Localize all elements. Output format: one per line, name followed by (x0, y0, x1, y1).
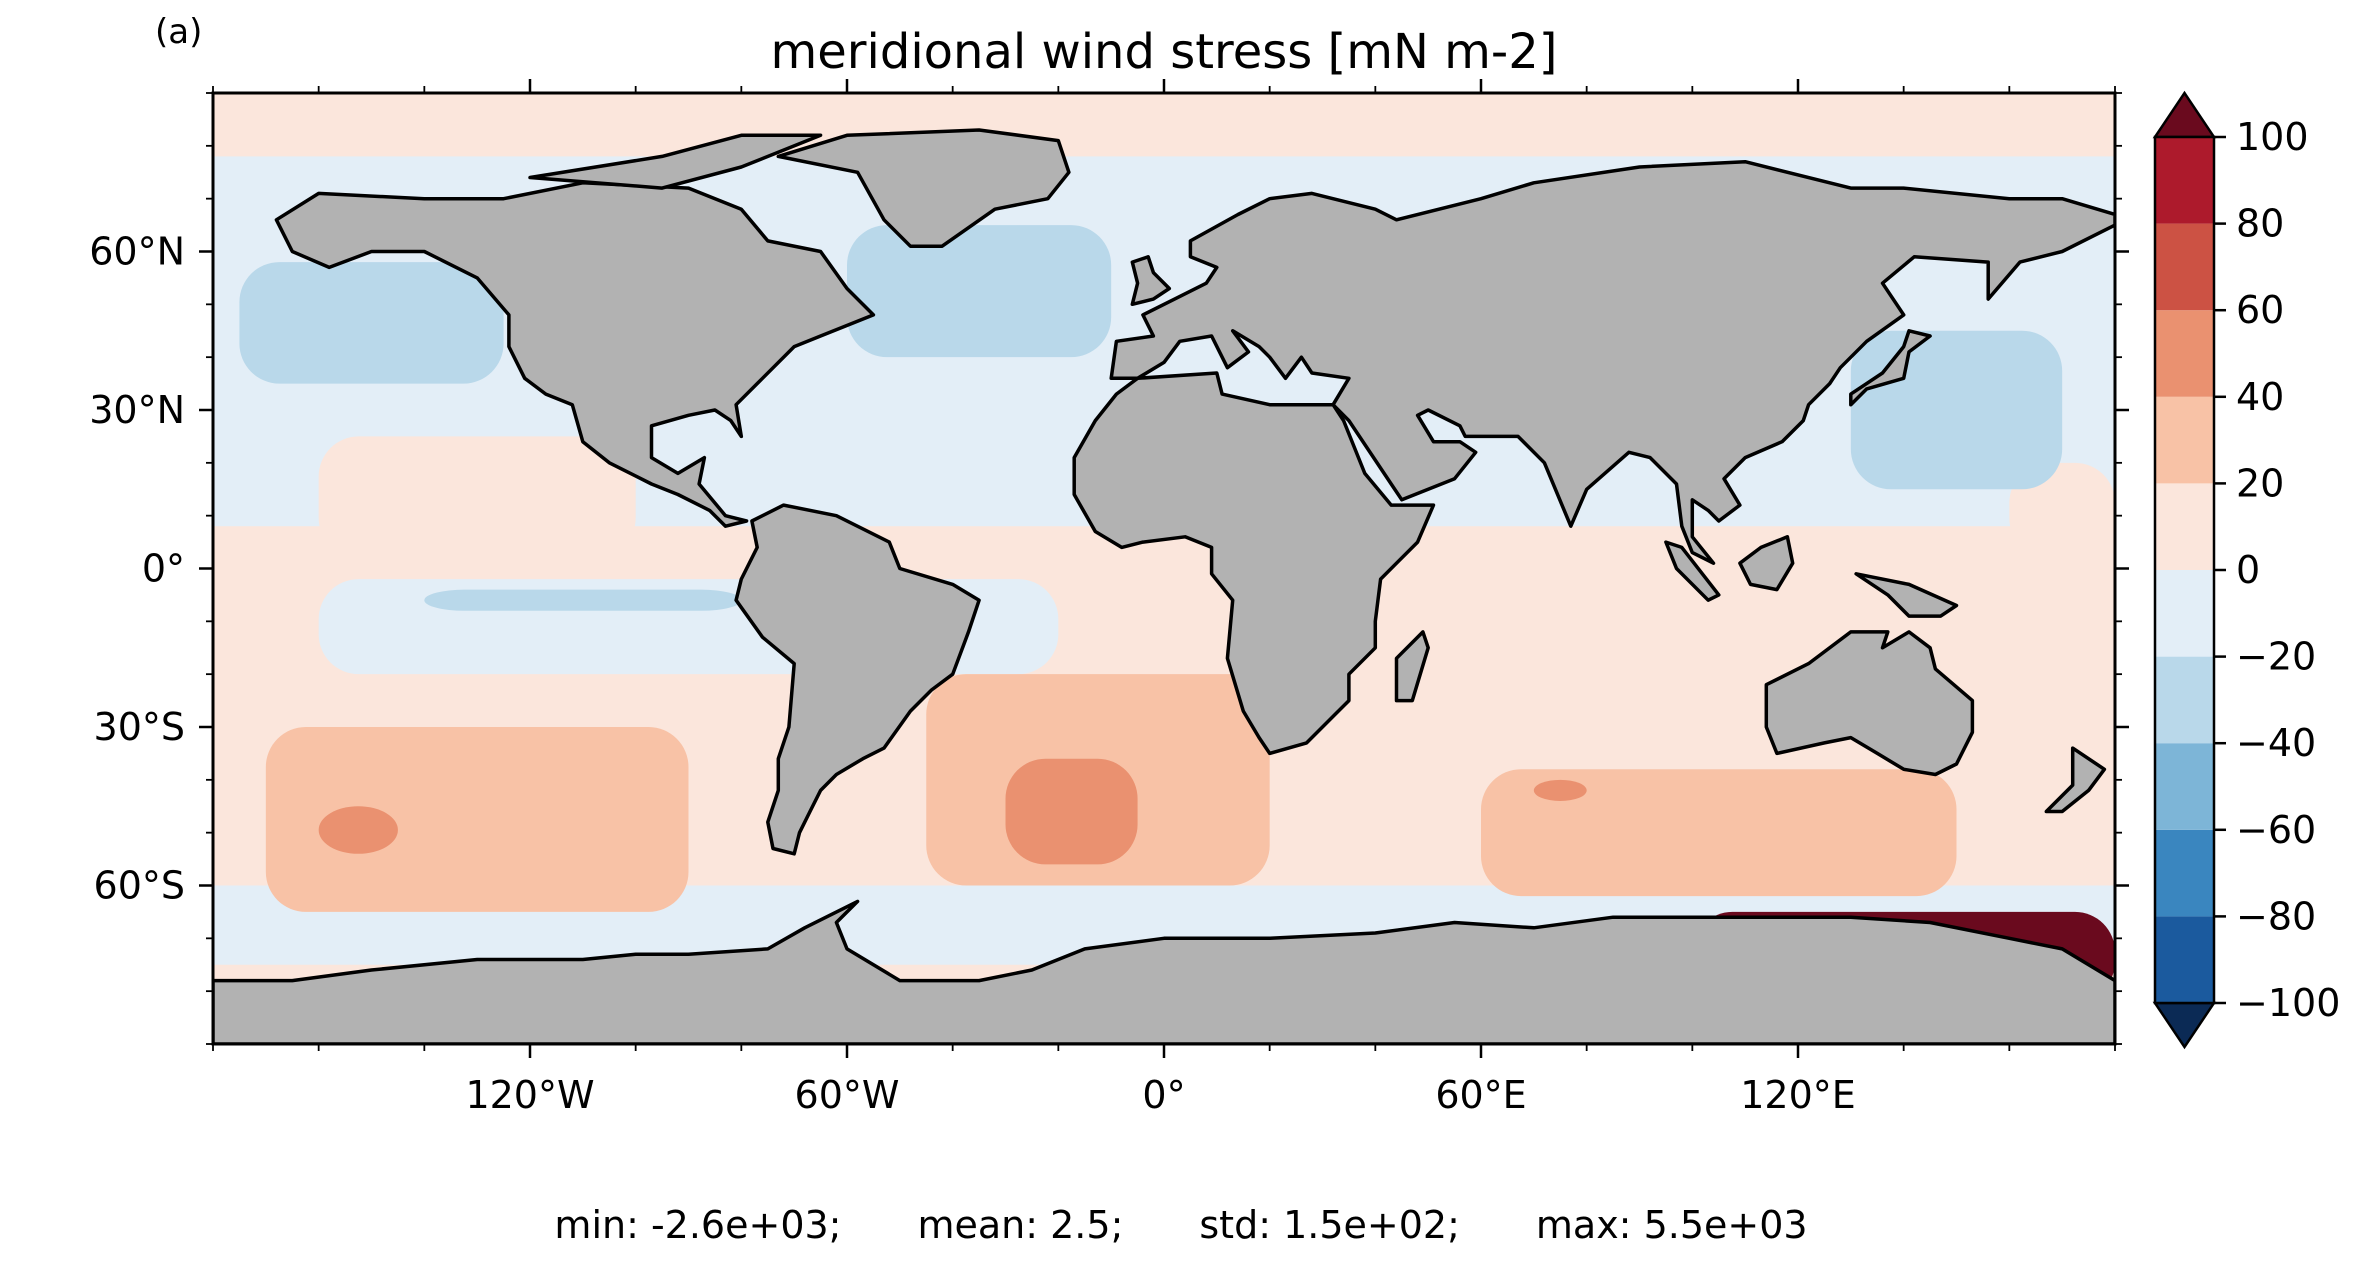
land-arctic-islands (528, 133, 823, 190)
y-tick-label-3: 30°S (94, 705, 185, 749)
field-region-15 (1005, 758, 1138, 865)
land-south-america (734, 503, 981, 856)
y-tick-label-0: 60°N (89, 230, 185, 274)
x-tick-label-3: 60°E (1435, 1073, 1526, 1117)
field-region-9 (1850, 330, 2063, 490)
colorbar-segment-7 (2155, 310, 2214, 397)
field-region-10 (424, 589, 742, 611)
colorbar-over-arrow (2152, 90, 2217, 139)
colorbar-segment-9 (2155, 137, 2214, 224)
land-eurasia (1109, 159, 2115, 565)
panel-label: (a) (155, 12, 203, 52)
colorbar-segment-8 (2155, 223, 2214, 311)
colorbar: −100 −80 −60 −40 −20 0 20 40 60 80 100 (2152, 90, 2340, 1050)
colorbar-tick-label-0: −100 (2236, 981, 2340, 1025)
colorbar-tick-label-4: −20 (2236, 635, 2316, 679)
field-region-13 (1481, 769, 1957, 897)
field-region-16 (1533, 779, 1587, 801)
colorbar-tick-label-10: 100 (2236, 115, 2309, 159)
land-madagascar (1394, 630, 1430, 703)
colorbar-segment-2 (2155, 743, 2214, 830)
stat-min: min: -2.6e+03; (554, 1203, 842, 1247)
field-region-7 (239, 262, 504, 384)
colorbar-tick-label-3: −40 (2236, 721, 2316, 765)
colorbar-tick-label-9: 80 (2236, 202, 2284, 246)
land-layer (213, 128, 2115, 1044)
colorbar-tick-label-8: 60 (2236, 288, 2284, 332)
colorbar-tick-label-5: 0 (2236, 548, 2260, 592)
colorbar-tick-label-6: 20 (2236, 461, 2284, 505)
colorbar-segment-5 (2155, 483, 2214, 570)
field-region-3 (318, 436, 636, 558)
x-tick-label-2: 0° (1142, 1073, 1185, 1117)
land-new-zealand (2044, 746, 2107, 814)
colorbar-segment-6 (2155, 396, 2214, 484)
stat-mean: mean: 2.5; (917, 1203, 1124, 1247)
land-british-isles (1130, 255, 1172, 307)
land-africa (1072, 371, 1436, 756)
y-tick-label-4: 60°S (94, 864, 185, 908)
colorbar-tick-label-1: −80 (2236, 894, 2316, 938)
land-australia (1764, 630, 1975, 777)
land-north-america (274, 181, 876, 528)
x-tick-label-0: 120°W (465, 1073, 594, 1117)
field-region-14 (318, 806, 398, 854)
colorbar-tick-label-7: 40 (2236, 375, 2284, 419)
field-region-2 (213, 93, 2115, 157)
field-region-11 (265, 727, 689, 912)
stat-std: std: 1.5e+02; (1199, 1203, 1460, 1247)
land-sumatra (1664, 540, 1721, 602)
colorbar-segment-3 (2155, 656, 2214, 744)
x-tick-label-1: 60°W (795, 1073, 900, 1117)
stat-max: max: 5.5e+03 (1535, 1203, 1808, 1247)
y-tick-label-1: 30°N (89, 388, 185, 432)
map-axes: 120°W 60°W 0° 60°E 120°E 60°N 30°N 0° 30°S 60°S (89, 79, 2129, 1117)
colorbar-segment-4 (2155, 570, 2214, 657)
land-antarctica (213, 899, 2115, 1044)
land-borneo (1738, 535, 1795, 592)
stats-line: min: -2.6e+03; mean: 2.5; std: 1.5e+02; max… (0, 1203, 2362, 1247)
land-japan (1849, 329, 1932, 407)
land-new-guinea (1854, 572, 1959, 618)
y-tick-label-2: 0° (142, 547, 185, 591)
colorbar-tick-label-2: −60 (2236, 808, 2316, 852)
field-region-8 (847, 225, 1112, 358)
x-tick-label-4: 120°E (1740, 1073, 1856, 1117)
colorbar-segment-1 (2155, 829, 2214, 917)
chart-title: meridional wind stress [mN m-2] (770, 24, 1558, 80)
colorbar-segment-0 (2155, 916, 2214, 1003)
colorbar-under-arrow (2152, 1001, 2217, 1050)
land-greenland (776, 128, 1071, 248)
